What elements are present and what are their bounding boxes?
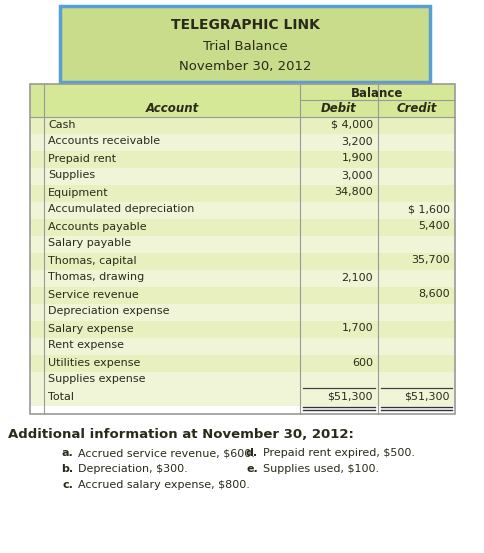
Text: Cash: Cash [48, 119, 76, 129]
Bar [30, 338, 454, 355]
Bar [30, 134, 454, 151]
Bar [30, 372, 454, 389]
Text: Accrued service revenue, $600.: Accrued service revenue, $600. [78, 448, 255, 458]
Bar [30, 287, 454, 304]
Text: Prepaid rent: Prepaid rent [48, 154, 116, 164]
Bar [30, 304, 454, 321]
Text: Accrued salary expense, $800.: Accrued salary expense, $800. [78, 480, 249, 490]
Text: Supplies expense: Supplies expense [48, 374, 145, 384]
Bar [30, 117, 454, 134]
FancyBboxPatch shape [60, 6, 429, 82]
Text: 2,100: 2,100 [341, 273, 372, 283]
Text: Account: Account [145, 102, 198, 115]
Text: Debit: Debit [320, 102, 356, 115]
Text: 34,800: 34,800 [333, 187, 372, 197]
Bar [30, 168, 454, 185]
Bar [30, 185, 454, 202]
Text: Thomas, drawing: Thomas, drawing [48, 273, 144, 283]
Text: e.: e. [246, 464, 257, 474]
Text: Depreciation, $300.: Depreciation, $300. [78, 464, 187, 474]
Text: Trial Balance: Trial Balance [202, 40, 287, 53]
Bar [30, 236, 454, 253]
Text: 1,700: 1,700 [341, 324, 372, 333]
Text: Utilities expense: Utilities expense [48, 357, 140, 368]
Text: TELEGRAPHIC LINK: TELEGRAPHIC LINK [170, 18, 319, 32]
Bar [30, 389, 454, 406]
Text: 600: 600 [351, 357, 372, 368]
Text: 3,000: 3,000 [341, 170, 372, 180]
Text: 1,900: 1,900 [341, 154, 372, 164]
Bar [30, 151, 454, 168]
Text: 3,200: 3,200 [341, 137, 372, 147]
Text: Balance: Balance [350, 87, 403, 100]
Text: $51,300: $51,300 [327, 392, 372, 401]
Text: Accounts receivable: Accounts receivable [48, 137, 160, 147]
Text: Equipment: Equipment [48, 187, 108, 197]
Text: Salary expense: Salary expense [48, 324, 134, 333]
Text: d.: d. [245, 448, 257, 458]
Bar [30, 321, 454, 338]
Text: 5,400: 5,400 [418, 222, 449, 232]
Text: Service revenue: Service revenue [48, 290, 138, 300]
Bar [30, 355, 454, 372]
Text: Salary payable: Salary payable [48, 238, 131, 248]
Text: Supplies used, $100.: Supplies used, $100. [262, 464, 378, 474]
Text: 35,700: 35,700 [410, 255, 449, 265]
Text: Additional information at November 30, 2012:: Additional information at November 30, 2… [8, 428, 353, 441]
Text: 8,600: 8,600 [418, 290, 449, 300]
Text: $ 1,600: $ 1,600 [407, 205, 449, 215]
Text: Depreciation expense: Depreciation expense [48, 306, 169, 316]
Text: a.: a. [61, 448, 73, 458]
Bar [30, 202, 454, 219]
Bar [30, 219, 454, 236]
Text: Accounts payable: Accounts payable [48, 222, 146, 232]
Text: Total: Total [48, 392, 74, 401]
Text: Accumulated depreciation: Accumulated depreciation [48, 205, 194, 215]
Text: Prepaid rent expired, $500.: Prepaid rent expired, $500. [262, 448, 414, 458]
Bar [30, 84, 454, 117]
Bar [30, 270, 454, 287]
Text: $51,300: $51,300 [404, 392, 449, 401]
Text: $ 4,000: $ 4,000 [330, 119, 372, 129]
Bar [30, 253, 454, 270]
Text: Rent expense: Rent expense [48, 341, 124, 351]
Text: Supplies: Supplies [48, 170, 95, 180]
Text: Credit: Credit [395, 102, 436, 115]
Text: c.: c. [62, 480, 73, 490]
Text: November 30, 2012: November 30, 2012 [179, 60, 311, 73]
Bar [30, 84, 454, 414]
Text: b.: b. [61, 464, 73, 474]
Text: Thomas, capital: Thomas, capital [48, 255, 136, 265]
